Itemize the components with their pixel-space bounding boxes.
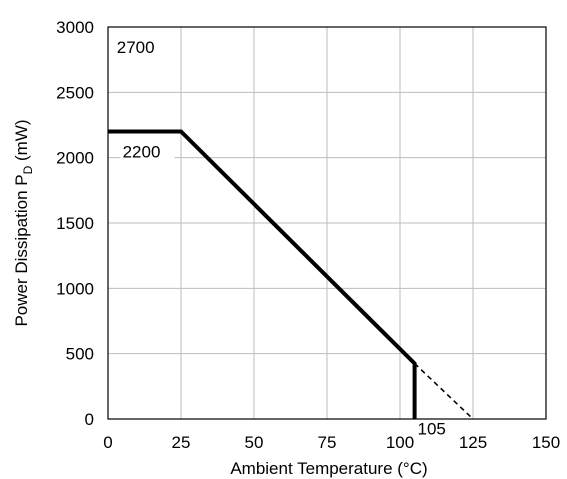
x-tick-label-6: 150 [532,433,560,452]
y-tick-label-3: 1500 [56,214,94,233]
annotation-0: 2700 [117,38,155,57]
annotation-bg-1 [120,141,175,164]
x-tick-label-4: 100 [386,433,414,452]
grid-lines [108,27,546,419]
annotation-2: 105 [418,420,446,439]
y-axis-title: Power Dissipation PD (mW) [12,119,35,326]
y-tick-label-0: 0 [85,410,94,429]
x-tick-label-0: 0 [103,433,112,452]
y-tick-label-4: 2000 [56,149,94,168]
x-tick-labels: 0 25 50 75 100 125 150 [103,433,560,452]
x-tick-label-2: 50 [245,433,264,452]
annotation-1: 2200 [123,143,161,162]
plot-frame [107,26,547,420]
y-tick-label-2: 1000 [56,279,94,298]
y-tick-label-6: 3000 [56,18,94,37]
y-tick-label-5: 2500 [56,83,94,102]
series-line-solid-0 [108,129,417,419]
y-axis-title-subscript: D [21,165,35,174]
annotations: 2700 2200 105 [117,38,446,439]
series-line-dashed-1 [414,362,474,420]
y-axis-title-main: Power Dissipation P [12,174,31,326]
y-tick-labels: 0 500 1000 1500 2000 2500 3000 [56,18,94,429]
x-tick-label-3: 75 [318,433,337,452]
y-axis-title-unit: (mW) [12,119,31,165]
x-tick-label-5: 125 [459,433,487,452]
x-axis-title: Ambient Temperature (°C) [230,459,427,478]
series-group [108,129,474,420]
y-tick-label-1: 500 [66,345,94,364]
x-tick-label-1: 25 [172,433,191,452]
